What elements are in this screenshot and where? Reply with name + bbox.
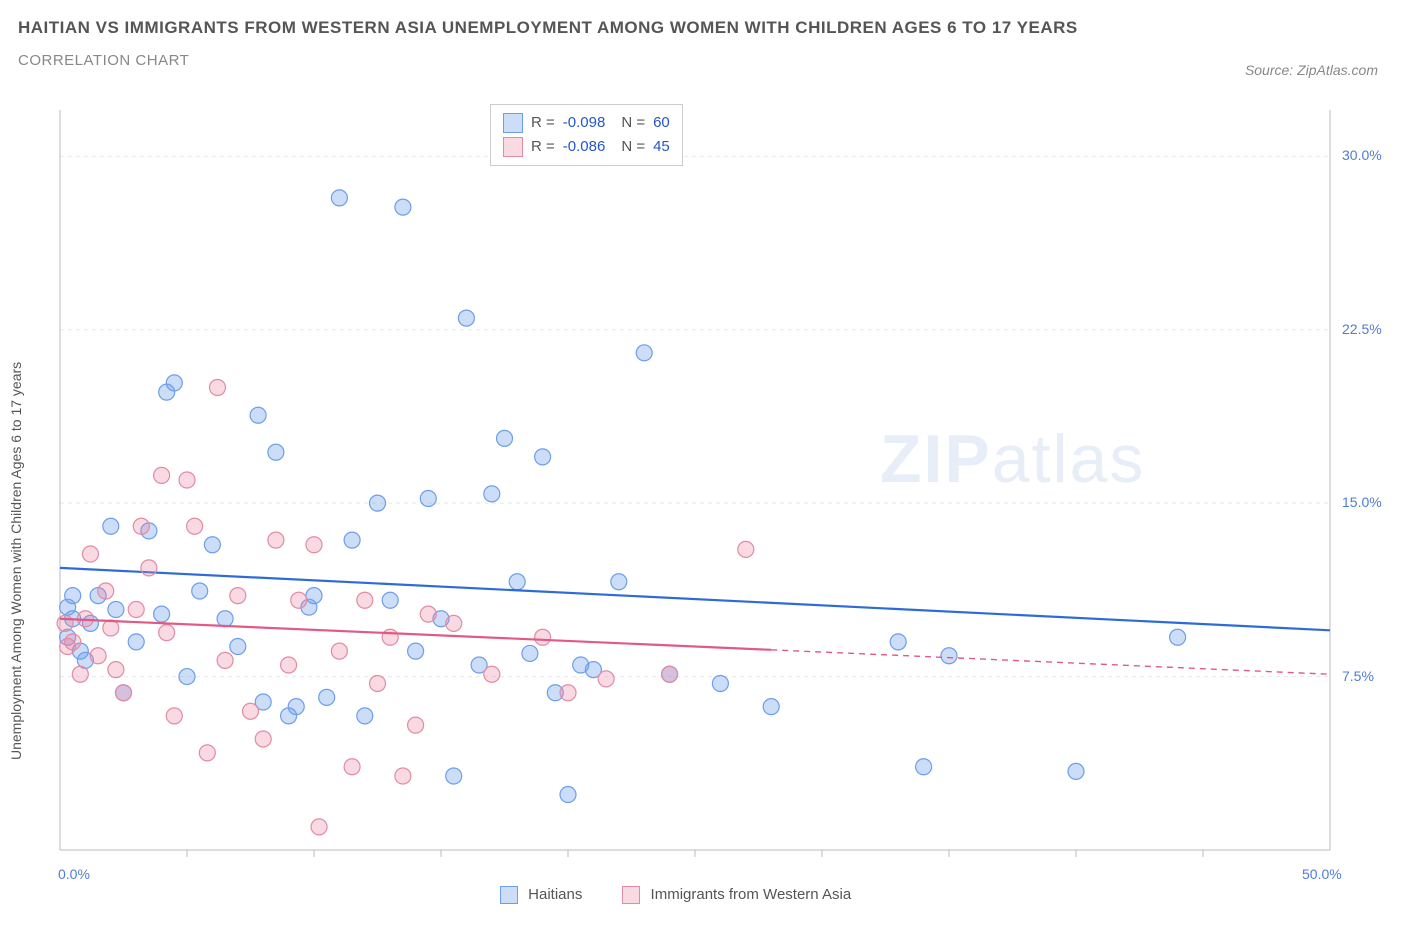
- chart-subtitle: CORRELATION CHART: [18, 52, 1366, 69]
- scatter-chart: [50, 100, 1370, 870]
- swatch-haitians: [500, 886, 518, 904]
- y-tick-label: 22.5%: [1342, 321, 1382, 337]
- y-axis-label: Unemployment Among Women with Children A…: [8, 362, 24, 760]
- n-value-2: 45: [653, 135, 670, 159]
- r-value-1: -0.098: [563, 111, 606, 135]
- y-tick-label: 7.5%: [1342, 668, 1374, 684]
- r-value-2: -0.086: [563, 135, 606, 159]
- y-tick-label: 30.0%: [1342, 147, 1382, 163]
- n-value-1: 60: [653, 111, 670, 135]
- chart-area: [50, 100, 1370, 870]
- legend-item-2: Immigrants from Western Asia: [622, 886, 851, 904]
- swatch-western-asia: [622, 886, 640, 904]
- chart-title: HAITIAN VS IMMIGRANTS FROM WESTERN ASIA …: [18, 18, 1366, 38]
- swatch-series1: [503, 113, 523, 133]
- legend-item-1: Haitians: [500, 886, 582, 904]
- chart-title-block: HAITIAN VS IMMIGRANTS FROM WESTERN ASIA …: [18, 18, 1366, 69]
- correlation-row-2: R = -0.086 N = 45: [503, 135, 670, 159]
- y-tick-label: 15.0%: [1342, 494, 1382, 510]
- swatch-series2: [503, 137, 523, 157]
- source-attribution: Source: ZipAtlas.com: [1245, 62, 1378, 78]
- x-tick-label: 0.0%: [58, 866, 90, 882]
- correlation-row-1: R = -0.098 N = 60: [503, 111, 670, 135]
- x-tick-label: 50.0%: [1302, 866, 1342, 882]
- correlation-legend: R = -0.098 N = 60 R = -0.086 N = 45: [490, 104, 683, 166]
- series-legend: Haitians Immigrants from Western Asia: [500, 886, 851, 904]
